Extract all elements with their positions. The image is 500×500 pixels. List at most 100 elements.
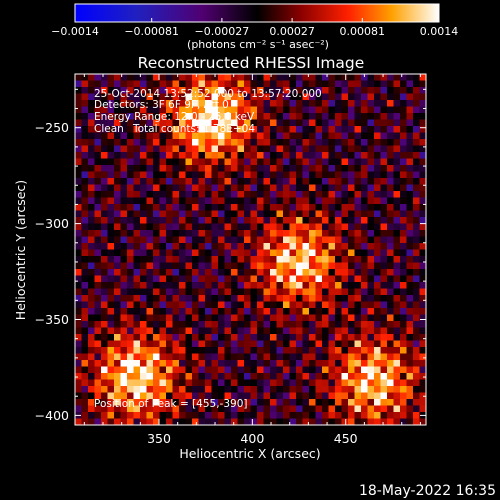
heatmap-cell [218, 106, 226, 114]
heatmap-cell [393, 353, 401, 361]
heatmap-cell [289, 353, 297, 361]
heatmap-cell [140, 210, 148, 218]
heatmap-cell [127, 282, 135, 290]
heatmap-cell [159, 360, 167, 368]
heatmap-cell [101, 230, 109, 238]
heatmap-cell [419, 113, 426, 121]
heatmap-cell [146, 275, 154, 283]
heatmap-cell [387, 243, 395, 251]
heatmap-cell [393, 288, 401, 296]
heatmap-cell [140, 347, 148, 355]
heatmap-cell [315, 106, 323, 114]
heatmap-cell [354, 340, 362, 348]
heatmap-cell [341, 353, 349, 361]
heatmap-cell [75, 295, 83, 303]
heatmap-cell [75, 360, 83, 368]
heatmap-cell [380, 119, 388, 127]
heatmap-cell [348, 321, 356, 329]
heatmap-cell [133, 217, 141, 225]
heatmap-cell [257, 93, 265, 101]
heatmap-cell [257, 217, 265, 225]
heatmap-cell [75, 399, 83, 407]
info-total-counts: Total counts: 1.78E+04 [132, 123, 255, 135]
heatmap-cell [94, 217, 102, 225]
heatmap-cell [153, 126, 161, 134]
heatmap-cell [159, 113, 167, 121]
heatmap-cell [153, 178, 161, 186]
heatmap-cell [283, 87, 291, 95]
heatmap-cell [75, 204, 83, 212]
heatmap-cell [101, 152, 109, 160]
heatmap-cell [198, 191, 206, 199]
heatmap-cell [153, 139, 161, 147]
heatmap-cell [94, 288, 102, 296]
heatmap-cell [322, 256, 330, 264]
heatmap-cell [94, 321, 102, 329]
heatmap-cell [361, 386, 369, 394]
heatmap-cell [81, 87, 89, 95]
heatmap-cell [270, 87, 278, 95]
heatmap-cell [263, 197, 271, 205]
heatmap-cell [127, 288, 135, 296]
heatmap-cell [224, 347, 232, 355]
heatmap-cell [172, 126, 180, 134]
heatmap-cell [328, 210, 336, 218]
heatmap-cell [322, 87, 330, 95]
heatmap-cell [172, 321, 180, 329]
heatmap-cell [198, 275, 206, 283]
heatmap-cell [257, 178, 265, 186]
heatmap-cell [81, 126, 89, 134]
heatmap-cell [114, 217, 122, 225]
heatmap-cell [367, 275, 375, 283]
heatmap-cell [179, 314, 187, 322]
heatmap-cell [185, 249, 193, 257]
heatmap-cell [413, 256, 421, 264]
heatmap-cell [341, 184, 349, 192]
heatmap-cell [75, 165, 83, 173]
heatmap-cell [354, 295, 362, 303]
heatmap-cell [231, 80, 239, 88]
heatmap-cell [153, 191, 161, 199]
heatmap-cell [114, 321, 122, 329]
heatmap-cell [140, 184, 148, 192]
heatmap-cell [393, 334, 401, 342]
heatmap-cell [335, 366, 343, 374]
heatmap-cell [244, 418, 252, 425]
heatmap-cell [250, 106, 258, 114]
heatmap-cell [387, 217, 395, 225]
heatmap-cell [419, 119, 426, 127]
heatmap-cell [185, 152, 193, 160]
heatmap-cell [140, 243, 148, 251]
heatmap-cell [198, 197, 206, 205]
heatmap-cell [361, 308, 369, 316]
heatmap-cell [315, 132, 323, 140]
heatmap-cell [88, 145, 96, 153]
heatmap-cell [315, 87, 323, 95]
heatmap-cell [315, 197, 323, 205]
heatmap-cell [172, 191, 180, 199]
heatmap-cell [107, 334, 115, 342]
heatmap-cell [114, 243, 122, 251]
heatmap-cell [335, 80, 343, 88]
heatmap-cell [107, 223, 115, 231]
heatmap-cell [153, 399, 161, 407]
heatmap-cell [94, 113, 102, 121]
heatmap-cell [218, 165, 226, 173]
heatmap-cell [413, 152, 421, 160]
heatmap-cell [211, 314, 219, 322]
heatmap-cell [335, 282, 343, 290]
heatmap-cell [374, 230, 382, 238]
heatmap-cell [88, 80, 96, 88]
heatmap-cell [380, 204, 388, 212]
heatmap-cell [146, 288, 154, 296]
heatmap-cell [231, 399, 239, 407]
heatmap-cell [107, 360, 115, 368]
heatmap-cell [185, 210, 193, 218]
heatmap-cell [322, 340, 330, 348]
heatmap-cell [244, 87, 252, 95]
heatmap-cell [276, 334, 284, 342]
heatmap-cell [244, 295, 252, 303]
heatmap-cell [400, 210, 408, 218]
heatmap-cell [419, 360, 426, 368]
heatmap-cell [374, 139, 382, 147]
